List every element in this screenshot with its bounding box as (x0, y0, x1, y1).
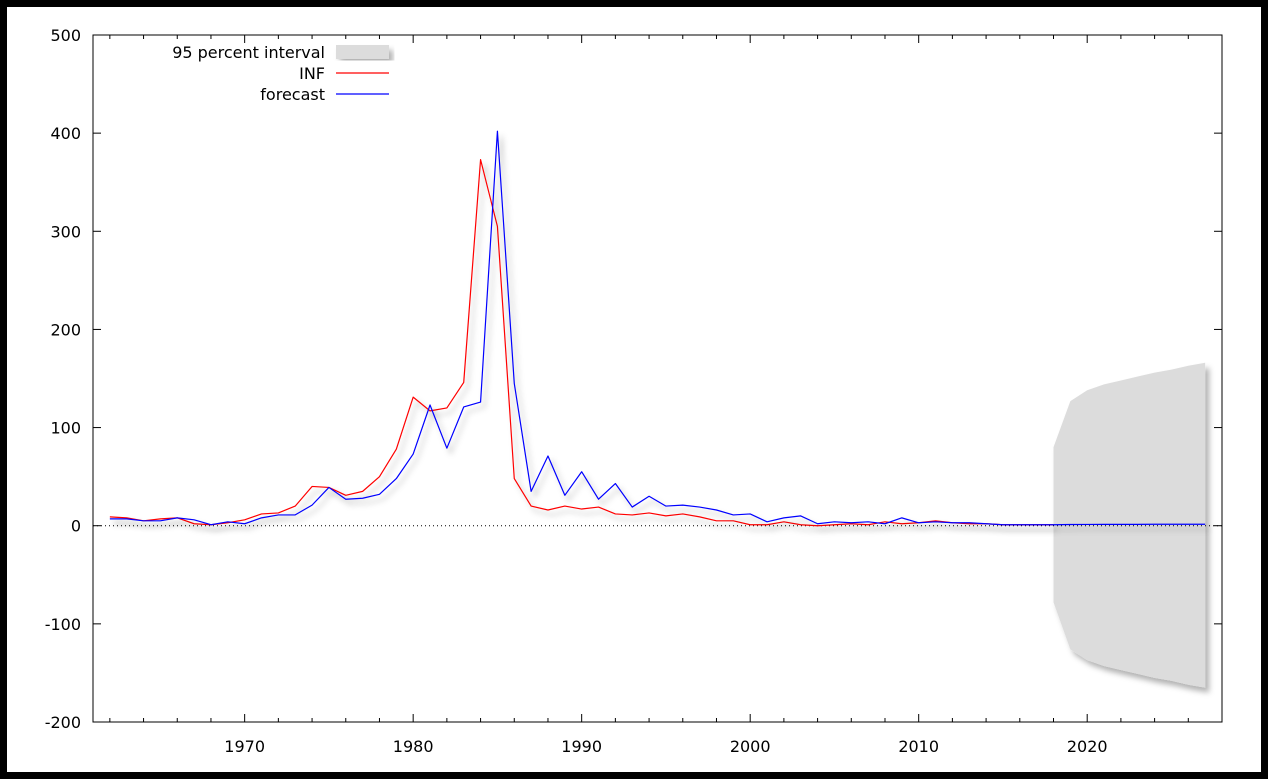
x-tick-label: 2010 (898, 737, 939, 756)
y-tick-label: 400 (50, 124, 81, 143)
plot-area-border (92, 34, 1223, 723)
y-axis: -200 -100 0 100 200 300 400 500 (45, 26, 1222, 732)
x-tick-label: 2020 (1067, 737, 1108, 756)
legend-key-band (336, 45, 389, 59)
series-line-forecast (109, 130, 1206, 526)
y-tick-label: 300 (50, 222, 81, 241)
x-tick-label: 1980 (393, 737, 434, 756)
legend: 95 percent interval INF forecast (172, 43, 389, 104)
series-layer (109, 130, 1206, 527)
legend-label: forecast (260, 85, 325, 104)
y-tick-label: 0 (71, 517, 81, 536)
y-tick-label: -200 (45, 713, 81, 732)
y-tick-label: 200 (50, 320, 81, 339)
x-tick-label: 2000 (730, 737, 771, 756)
legend-label: 95 percent interval (172, 43, 325, 62)
series-line-inf (109, 159, 1054, 527)
x-tick-label: 1970 (224, 737, 265, 756)
y-tick-label: -100 (45, 615, 81, 634)
y-tick-label: 100 (50, 419, 81, 438)
y-tick-label: 500 (50, 26, 81, 45)
legend-label: INF (299, 64, 325, 83)
x-axis: 1970 1980 1990 2000 2010 2020 (109, 35, 1223, 756)
x-tick-label: 1990 (561, 737, 602, 756)
